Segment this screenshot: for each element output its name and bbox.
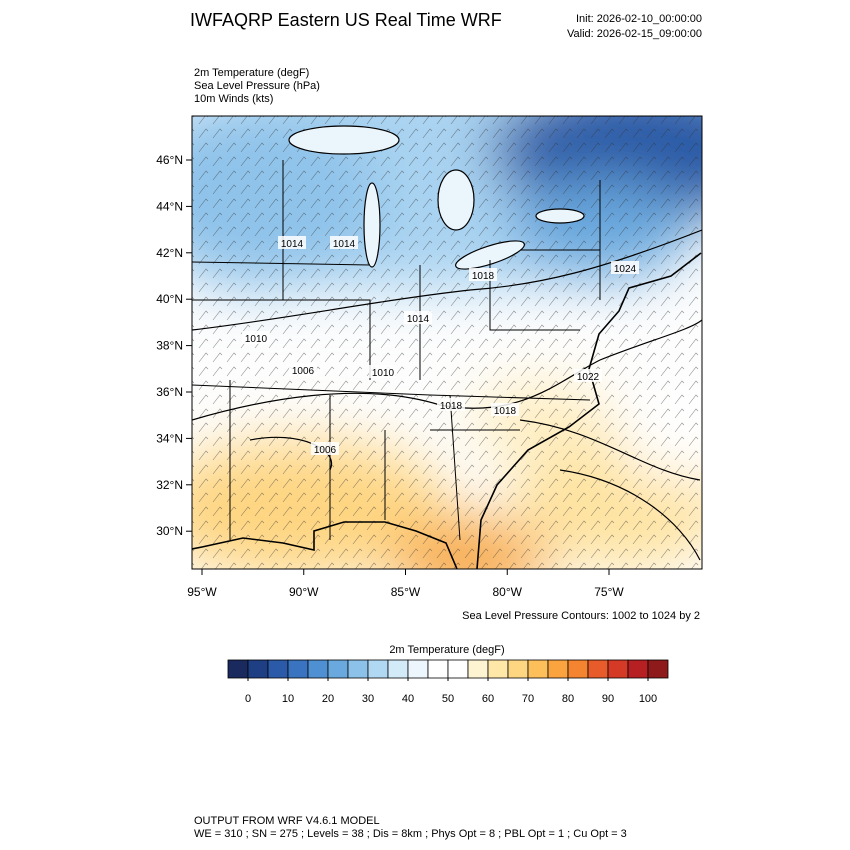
valid-time: Valid: 2026-02-15_09:00:00 xyxy=(567,28,702,40)
colorbar-title: 2m Temperature (degF) xyxy=(389,644,504,656)
colorbar-box xyxy=(367,659,389,679)
colorbar-tick-label: 80 xyxy=(562,693,574,705)
footer-line: OUTPUT FROM WRF V4.6.1 MODEL xyxy=(194,815,380,827)
colorbar-box xyxy=(347,659,369,679)
colorbar-box xyxy=(447,659,469,679)
lat-tick-label: 44°N xyxy=(156,199,183,213)
contour-note: Sea Level Pressure Contours: 1002 to 102… xyxy=(462,610,700,622)
contour-label: 1018 xyxy=(494,406,517,417)
colorbar-box xyxy=(607,659,629,679)
generated: 46°N 44°N 42°N 40°N 38°N 36°N 34°N 32°N 30°N 95°W… xyxy=(156,153,669,705)
title: IWFAQRP Eastern US Real Time WRF xyxy=(190,10,502,30)
colorbar-box xyxy=(547,659,569,679)
contour-label: 1006 xyxy=(314,445,337,456)
colorbar-box xyxy=(507,659,529,679)
contour-label: 1022 xyxy=(577,372,600,383)
contour-label: 1006 xyxy=(292,366,315,377)
colorbar-tick-label: 90 xyxy=(602,693,614,705)
contour-label-box xyxy=(278,236,306,249)
contour-label: 1018 xyxy=(440,401,463,412)
lat-tick-label: 46°N xyxy=(156,153,183,167)
map-field xyxy=(192,116,702,569)
contour-label-box xyxy=(404,311,432,324)
lat-tick-label: 38°N xyxy=(156,339,183,353)
contour-label-box xyxy=(574,369,602,382)
colorbar-tick-label: 30 xyxy=(362,693,374,705)
contour-label: 1014 xyxy=(333,239,356,250)
lat-tick-label: 34°N xyxy=(156,431,183,445)
colorbar-box xyxy=(627,659,649,679)
colorbar-box xyxy=(267,659,289,679)
contour-label: 1018 xyxy=(472,271,495,282)
colorbar-box xyxy=(527,659,549,679)
colorbar-box xyxy=(227,659,249,679)
contour-label: 1010 xyxy=(245,334,268,345)
contour-label-box xyxy=(469,268,497,281)
colorbar-box xyxy=(467,659,489,679)
colorbar-box xyxy=(247,659,269,679)
contour-label-box xyxy=(491,403,519,416)
contour-label: 1014 xyxy=(281,239,304,250)
contour-label-box xyxy=(437,398,465,411)
contour-label-box xyxy=(611,261,639,274)
lat-tick-label: 40°N xyxy=(156,292,183,306)
lon-tick-label: 90°W xyxy=(289,585,319,599)
colorbar-box xyxy=(287,659,309,679)
lat-tick-label: 30°N xyxy=(156,524,183,538)
contour-label: 1010 xyxy=(372,368,395,379)
field-label: 10m Winds (kts) xyxy=(194,93,273,105)
contour-label-box xyxy=(242,331,270,344)
contour-label: 1014 xyxy=(407,314,430,325)
colorbar-box xyxy=(327,659,349,679)
colorbar-tick-label: 10 xyxy=(282,693,294,705)
field-label: Sea Level Pressure (hPa) xyxy=(194,80,320,92)
colorbar-box xyxy=(487,659,509,679)
field-label: 2m Temperature (degF) xyxy=(194,67,309,79)
colorbar-tick-label: 20 xyxy=(322,693,334,705)
colorbar-tick-label: 40 xyxy=(402,693,414,705)
contour-label-box xyxy=(311,442,339,455)
contour-label-box xyxy=(330,236,358,249)
colorbar-box xyxy=(387,659,409,679)
colorbar-tick-label: 60 xyxy=(482,693,494,705)
colorbar-tick-label: 70 xyxy=(522,693,534,705)
lon-tick-label: 75°W xyxy=(594,585,624,599)
lon-tick-label: 85°W xyxy=(391,585,421,599)
map-frame xyxy=(191,115,703,570)
colorbar-tick-label: 100 xyxy=(639,693,657,705)
lat-tick-label: 42°N xyxy=(156,246,183,260)
init-time: Init: 2026-02-10_00:00:00 xyxy=(576,13,702,25)
colorbar-tick-label: 50 xyxy=(442,693,454,705)
colorbar-box xyxy=(647,659,669,679)
contour-label-box xyxy=(289,363,317,376)
coastline xyxy=(192,252,702,569)
great-lakes xyxy=(288,125,585,270)
colorbar-box xyxy=(567,659,589,679)
colorbar-box xyxy=(307,659,329,679)
lat-tick-label: 36°N xyxy=(156,385,183,399)
colorbar-tick-label: 0 xyxy=(245,693,251,705)
footer-line: WE = 310 ; SN = 275 ; Levels = 38 ; Dis … xyxy=(194,828,627,840)
contour-label-box xyxy=(369,365,397,378)
contour-label: 1024 xyxy=(614,264,637,275)
lon-tick-label: 95°W xyxy=(187,585,217,599)
colorbar-box xyxy=(427,659,449,679)
lat-tick-label: 32°N xyxy=(156,478,183,492)
lon-tick-label: 80°W xyxy=(493,585,523,599)
colorbar-box xyxy=(587,659,609,679)
colorbar-box xyxy=(407,659,429,679)
